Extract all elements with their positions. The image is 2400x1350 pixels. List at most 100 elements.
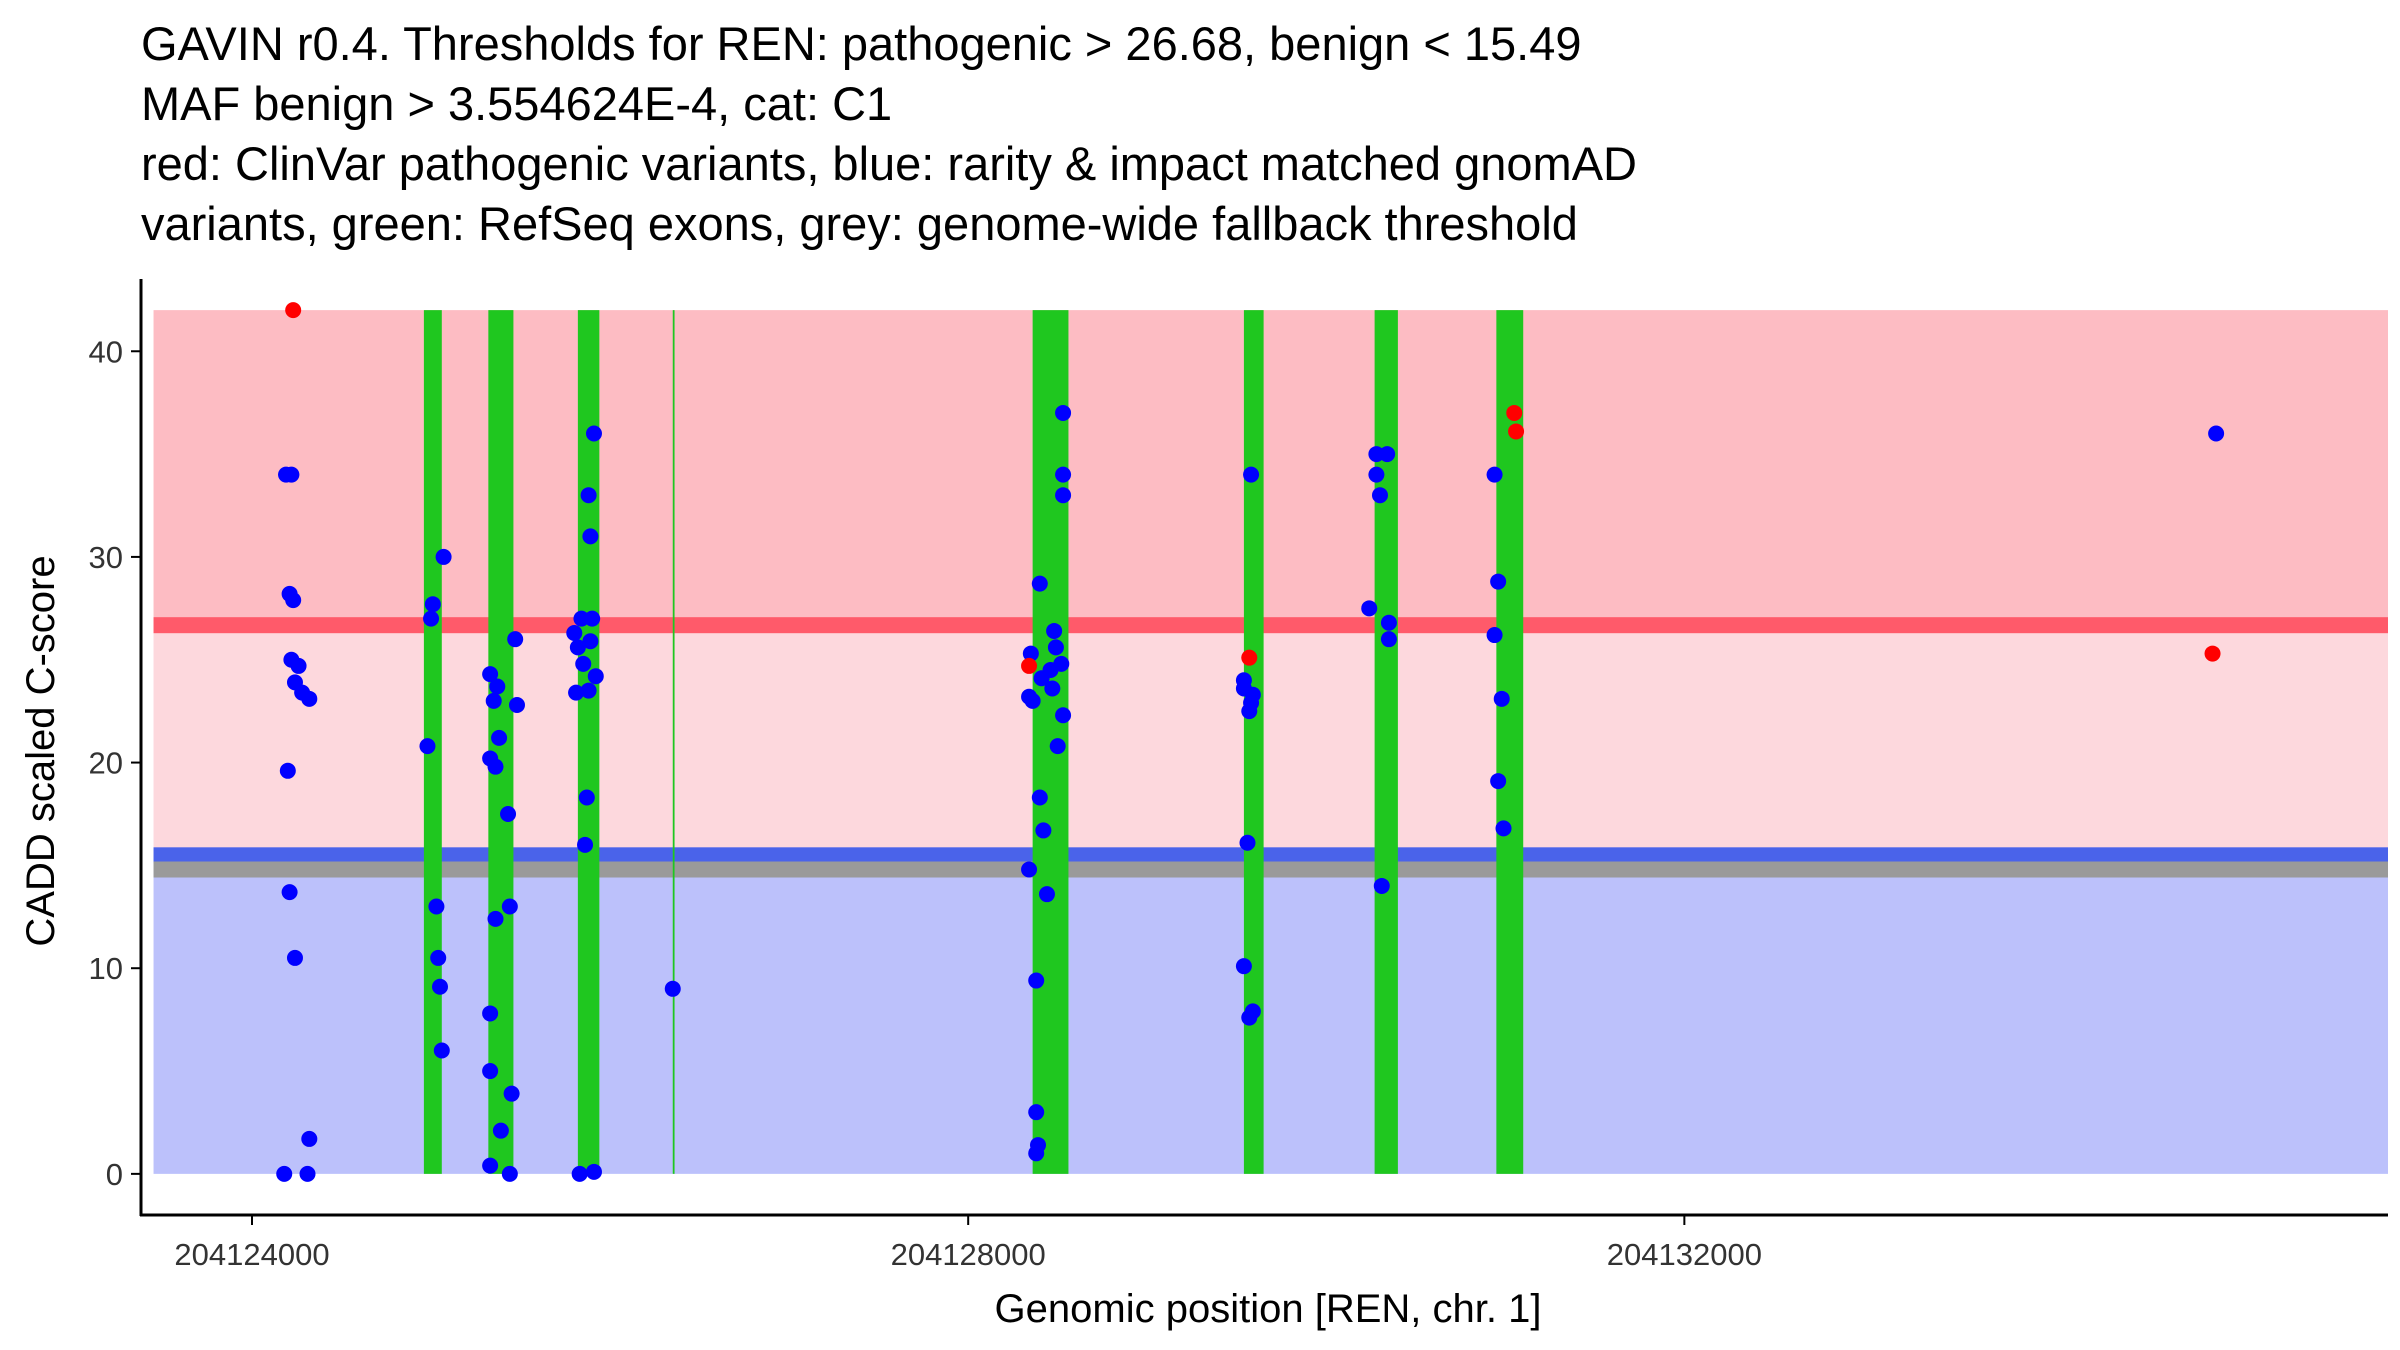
gnomad-variant-point-24 — [482, 666, 499, 683]
gnomad-variant-point-36 — [482, 1063, 499, 1080]
gnomad-variant-point-85 — [1241, 703, 1258, 720]
gnomad-variant-point-61 — [1031, 575, 1048, 592]
gnomad-variant-point-34 — [487, 910, 504, 927]
clinvar-variant-point-4 — [1506, 404, 1523, 421]
gnomad-variant-point-65 — [1047, 639, 1064, 656]
gnomad-variant-point-18 — [423, 610, 440, 627]
exon-bar-6 — [1243, 310, 1264, 1174]
chart-title: GAVIN r0.4. Thresholds for REN: pathogen… — [141, 14, 2371, 254]
gnomad-variant-point-54 — [585, 425, 602, 442]
gnomad-variant-point-46 — [575, 655, 592, 672]
gnomad-variant-point-90 — [1243, 466, 1260, 483]
gnomad-variant-point-60 — [1024, 692, 1041, 709]
x-axis-label: Genomic position [REN, chr. 1] — [995, 1287, 1542, 1331]
gnomad-variant-point-41 — [566, 625, 583, 642]
axes: 0 10 20 30 40 204124000 204128000 204132000 — [89, 279, 2388, 1272]
clinvar-variant-point-2 — [1021, 657, 1038, 674]
gnomad-variant-point-71 — [1035, 822, 1052, 839]
gnomad-variant-point-32 — [508, 696, 525, 713]
fallback-threshold-line — [153, 861, 2389, 878]
gnomad-variant-point-64 — [1046, 622, 1063, 639]
clinvar-variant-point-3 — [1241, 649, 1258, 666]
gnomad-variant-point-38 — [492, 1122, 509, 1139]
x-tick-label-2: 204128000 — [891, 1237, 1046, 1272]
threshold-lines — [153, 617, 2389, 878]
y-tick-label-20: 20 — [89, 746, 123, 781]
gnomad-variant-point-27 — [491, 729, 508, 746]
gnomad-variant-point-37 — [503, 1085, 520, 1102]
exon-bar-7 — [1374, 310, 1398, 1174]
gnomad-variant-point-2 — [299, 1165, 316, 1182]
gnomad-variant-point-99 — [1486, 466, 1503, 483]
gnomad-variant-point-95 — [1371, 487, 1388, 504]
gnomad-variant-point-103 — [1490, 773, 1507, 790]
gnomad-variant-point-57 — [664, 980, 681, 997]
gnomad-variant-point-44 — [569, 639, 586, 656]
gnomad-variant-point-73 — [1038, 886, 1055, 903]
chart-title-line-1: GAVIN r0.4. Thresholds for REN: pathogen… — [141, 17, 1582, 70]
gnomad-variant-point-22 — [432, 978, 449, 995]
gnomad-variant-point-17 — [424, 596, 441, 613]
gnomad-variant-point-86 — [1239, 834, 1256, 851]
gnomad-variant-point-69 — [1049, 738, 1066, 755]
clinvar-variant-point-6 — [2204, 645, 2221, 662]
gnomad-variant-point-55 — [571, 1165, 588, 1182]
gnomad-variant-point-45 — [582, 633, 599, 650]
gnomad-variant-point-47 — [587, 668, 604, 685]
y-tick-label-0: 0 — [106, 1157, 123, 1192]
gnomad-variant-point-15 — [301, 1130, 318, 1147]
benign-zone-band — [153, 855, 2389, 1174]
chart-title-line-4: variants, green: RefSeq exons, grey: gen… — [141, 197, 1578, 250]
gnomad-variant-point-66 — [1053, 655, 1070, 672]
clinvar-variant-point-1 — [285, 302, 302, 319]
gnomad-variant-point-31 — [507, 631, 524, 648]
chart-title-line-3: red: ClinVar pathogenic variants, blue: … — [141, 137, 1637, 190]
pathogenic-threshold-line — [153, 617, 2389, 634]
gnomad-variant-point-8 — [290, 657, 307, 674]
gnomad-variant-point-1 — [276, 1165, 293, 1182]
gnomad-variant-point-96 — [1380, 614, 1397, 631]
gnomad-variant-point-79 — [1055, 466, 1072, 483]
gnomad-variant-point-74 — [1028, 972, 1045, 989]
gnomad-variant-point-100 — [1490, 573, 1507, 590]
gnomad-variant-point-87 — [1235, 958, 1252, 975]
gnomad-variant-point-13 — [281, 884, 298, 901]
gnomad-variant-point-67 — [1044, 680, 1061, 697]
gnomad-variant-point-33 — [501, 898, 518, 915]
x-tick-label-1: 204124000 — [174, 1237, 329, 1272]
gnomad-variant-point-14 — [286, 949, 303, 966]
y-tick-label-30: 30 — [89, 540, 123, 575]
exon-bar-8 — [1496, 310, 1524, 1174]
gnomad-variant-point-77 — [1028, 1145, 1045, 1162]
gnomad-variant-point-12 — [279, 762, 296, 779]
gnomad-variant-point-75 — [1028, 1104, 1045, 1121]
gnomad-variant-point-50 — [577, 836, 594, 853]
y-tick-label-40: 40 — [89, 334, 123, 369]
gnomad-variant-point-21 — [430, 949, 447, 966]
gnomad-variant-point-48 — [568, 684, 585, 701]
gnomad-variant-point-102 — [1493, 690, 1510, 707]
chart-title-line-2: MAF benign > 3.554624E-4, cat: C1 — [141, 77, 893, 130]
gnomad-variant-point-89 — [1244, 1003, 1261, 1020]
gnomad-variant-point-29 — [487, 758, 504, 775]
gnomad-variant-point-101 — [1486, 627, 1503, 644]
gnomad-variant-point-43 — [584, 610, 601, 627]
variant-points — [276, 302, 2225, 1182]
gnomad-variant-point-4 — [283, 466, 300, 483]
gnomad-variant-point-78 — [1055, 404, 1072, 421]
gnomad-variant-point-94 — [1368, 466, 1385, 483]
clinvar-variant-point-5 — [1508, 423, 1525, 440]
y-axis-label: CADD scaled C-score — [19, 555, 63, 946]
gnomad-variant-point-68 — [1055, 707, 1072, 724]
gnomad-variant-point-51 — [578, 789, 595, 806]
gnomad-variant-point-80 — [1055, 487, 1072, 504]
gnomad-variant-point-26 — [485, 692, 502, 709]
gnomad-variant-point-19 — [435, 548, 452, 565]
gnomad-variant-point-35 — [482, 1005, 499, 1022]
gnomad-variant-point-97 — [1380, 631, 1397, 648]
benign-threshold-line — [153, 847, 2389, 864]
gnomad-variant-point-11 — [301, 690, 318, 707]
gnomad-variant-point-93 — [1379, 446, 1396, 463]
exon-bar-3 — [577, 310, 600, 1174]
